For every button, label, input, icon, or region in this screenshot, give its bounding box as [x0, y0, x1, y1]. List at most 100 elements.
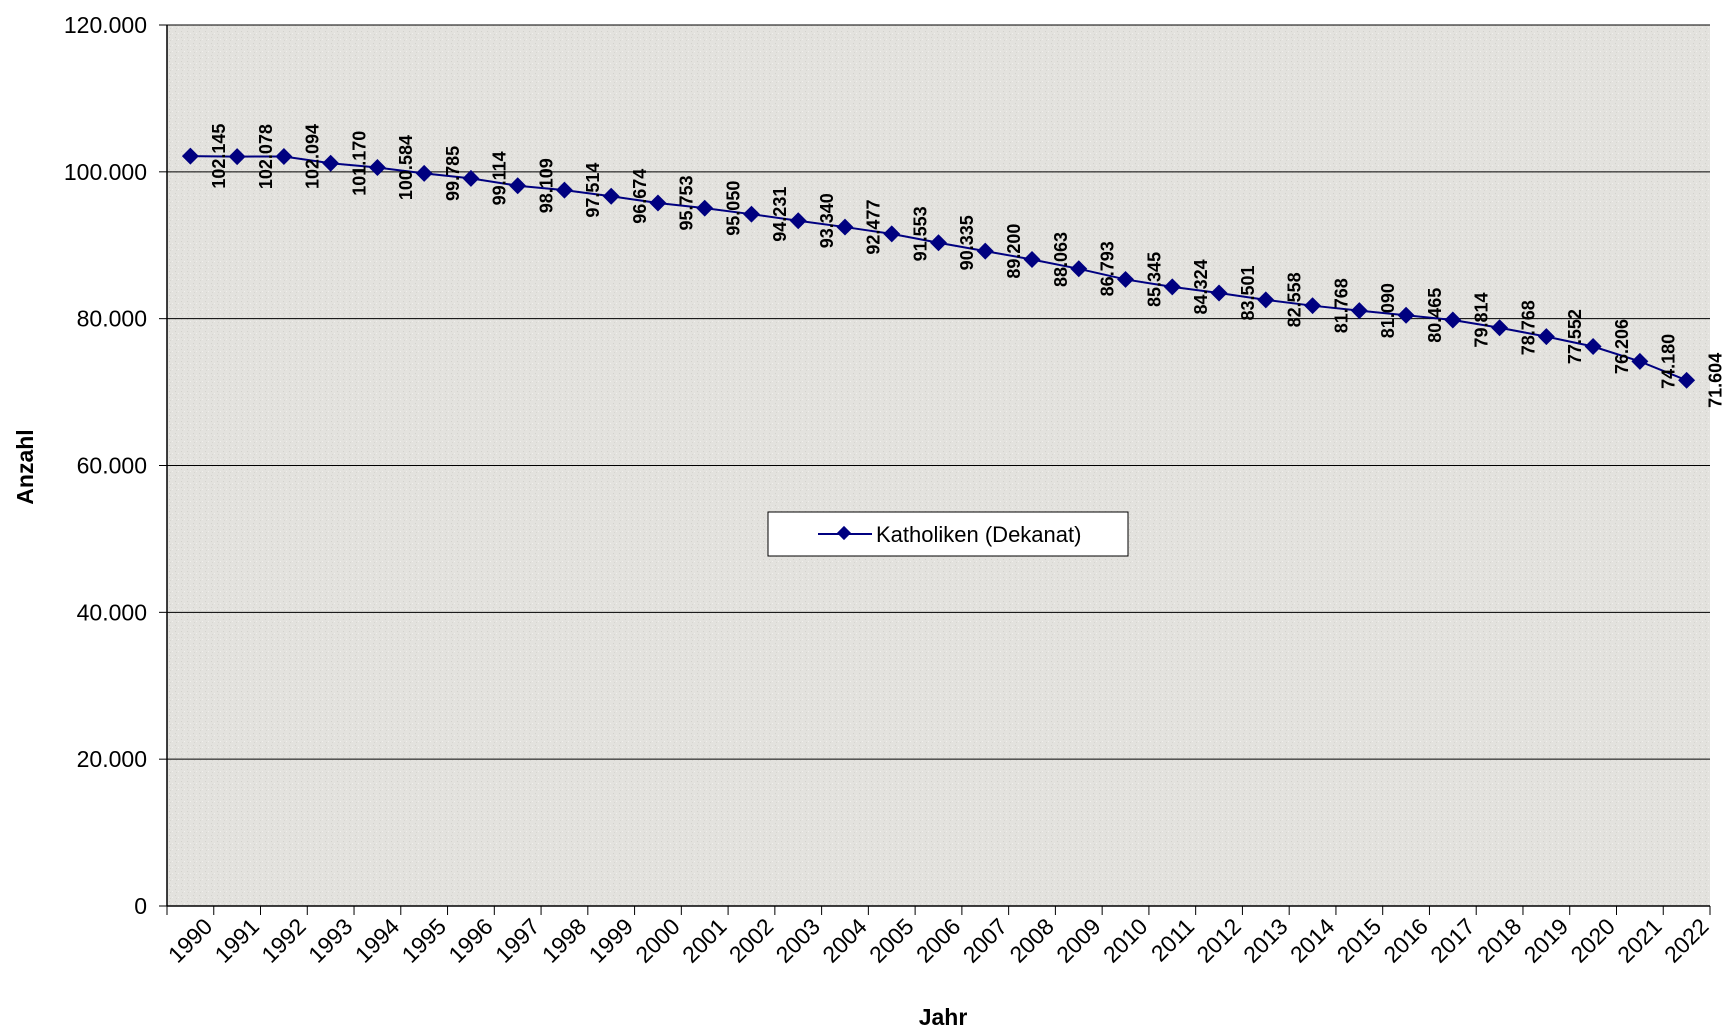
y-tick-label: 40.000: [77, 599, 147, 625]
gridlines: [159, 24, 1710, 907]
x-tick-label: 1991: [209, 913, 264, 968]
x-tick-label: 1998: [537, 913, 592, 968]
y-tick-labels: 0 20.000 40.000 60.000 80.000 100.000 120.000: [64, 12, 147, 919]
x-tick-label: 2016: [1378, 913, 1433, 968]
x-tick-label: 2019: [1519, 913, 1574, 968]
data-label: 93.340: [817, 193, 837, 248]
x-tick-label: 2000: [630, 913, 685, 968]
legend: Katholiken (Dekanat): [767, 511, 1129, 557]
data-label: 77.552: [1565, 309, 1585, 364]
data-point: [415, 164, 433, 182]
data-label: 74.180: [1659, 334, 1679, 389]
x-tick-label: 1990: [163, 913, 218, 968]
data-label: 95.753: [677, 175, 697, 230]
x-tick-label: 1993: [303, 913, 358, 968]
x-tick-label: 2009: [1051, 913, 1106, 968]
data-label: 80.465: [1425, 288, 1445, 343]
data-point: [976, 242, 994, 260]
data-label: 81.768: [1331, 278, 1351, 333]
data-label: 84.324: [1191, 259, 1211, 314]
data-label: 102.078: [256, 124, 276, 189]
data-point: [836, 218, 854, 236]
data-label: 85.345: [1144, 252, 1164, 307]
x-tick-label: 2020: [1565, 913, 1620, 968]
x-tick-label: 2006: [911, 913, 966, 968]
x-tick-label: 2013: [1238, 913, 1293, 968]
x-tick-label: 2004: [817, 913, 872, 968]
x-tick-label: 2005: [864, 913, 919, 968]
data-labels: 102.145 102.078 102.094 101.170 100.584 99.78…: [209, 124, 1725, 408]
x-tick-label: 2010: [1098, 913, 1153, 968]
data-point: [228, 148, 246, 166]
x-tick-label: 2012: [1191, 913, 1246, 968]
data-label: 99.114: [490, 151, 510, 205]
data-label: 88.063: [1051, 232, 1071, 287]
x-tick-label: 1992: [256, 913, 311, 968]
data-point: [555, 181, 573, 199]
x-tick-label: 1995: [397, 913, 452, 968]
data-label: 99.785: [443, 146, 463, 201]
data-label: 91.553: [910, 206, 930, 261]
data-point: [696, 199, 714, 217]
x-tick-label: 2022: [1659, 913, 1714, 968]
y-tick-label: 0: [134, 893, 147, 919]
x-tick-label: 2011: [1146, 913, 1199, 966]
data-label: 102.145: [209, 124, 229, 189]
x-tick-label: 2021: [1612, 913, 1667, 968]
data-point: [883, 225, 901, 243]
x-tick-label: 2007: [958, 913, 1013, 968]
data-point: [742, 205, 760, 223]
y-tick-label: 80.000: [77, 306, 147, 332]
axes: [166, 25, 1711, 915]
data-point: [509, 177, 527, 195]
data-label: 102.094: [303, 124, 323, 189]
data-label: 79.814: [1472, 293, 1492, 348]
x-tick-label: 2003: [771, 913, 826, 968]
y-axis-title: Anzahl: [12, 429, 38, 504]
data-label: 101.170: [349, 131, 369, 196]
legend-label: Katholiken (Dekanat): [876, 522, 1081, 547]
data-point: [181, 147, 199, 165]
data-label: 100.584: [396, 135, 416, 200]
data-label: 81.090: [1378, 283, 1398, 338]
data-point: [649, 194, 667, 212]
x-tick-labels: 1990199119921993199419951996199719981999…: [163, 913, 1714, 968]
data-point: [322, 154, 340, 172]
data-label: 78.768: [1518, 300, 1538, 355]
data-label: 83.501: [1238, 265, 1258, 320]
data-label: 71.604: [1705, 353, 1725, 408]
data-label: 92.477: [864, 200, 884, 255]
data-label: 86.793: [1098, 241, 1118, 296]
x-tick-label: 2001: [677, 913, 732, 968]
data-label: 97.514: [583, 163, 603, 218]
data-point: [462, 169, 480, 187]
x-tick-label: 2015: [1332, 913, 1387, 968]
y-tick-label: 60.000: [77, 453, 147, 479]
x-tick-label: 2002: [724, 913, 779, 968]
data-label: 90.335: [957, 215, 977, 270]
x-axis-title: Jahr: [919, 1004, 968, 1030]
x-tick-label: 2014: [1285, 913, 1340, 968]
data-label: 76.206: [1612, 319, 1632, 374]
y-tick-label: 20.000: [77, 746, 147, 772]
legend-marker-icon: [836, 525, 852, 541]
x-tick-label: 1997: [490, 913, 545, 968]
data-label: 95.050: [723, 181, 743, 236]
data-point: [930, 234, 947, 252]
x-tick-label: 1999: [584, 913, 639, 968]
data-label: 89.200: [1004, 224, 1024, 279]
x-tick-label: 2008: [1004, 913, 1059, 968]
x-tick-label: 1994: [350, 913, 405, 968]
data-point: [368, 159, 386, 177]
data-label: 98.109: [536, 158, 556, 213]
x-tick-label: 1996: [443, 913, 498, 968]
x-tick-label: 2017: [1425, 913, 1480, 968]
data-label: 82.558: [1285, 272, 1305, 327]
data-label: 96.674: [630, 169, 650, 224]
x-tick-label: 2018: [1472, 913, 1527, 968]
y-tick-label: 100.000: [64, 159, 147, 185]
data-point: [275, 147, 293, 165]
y-tick-label: 120.000: [64, 12, 147, 38]
